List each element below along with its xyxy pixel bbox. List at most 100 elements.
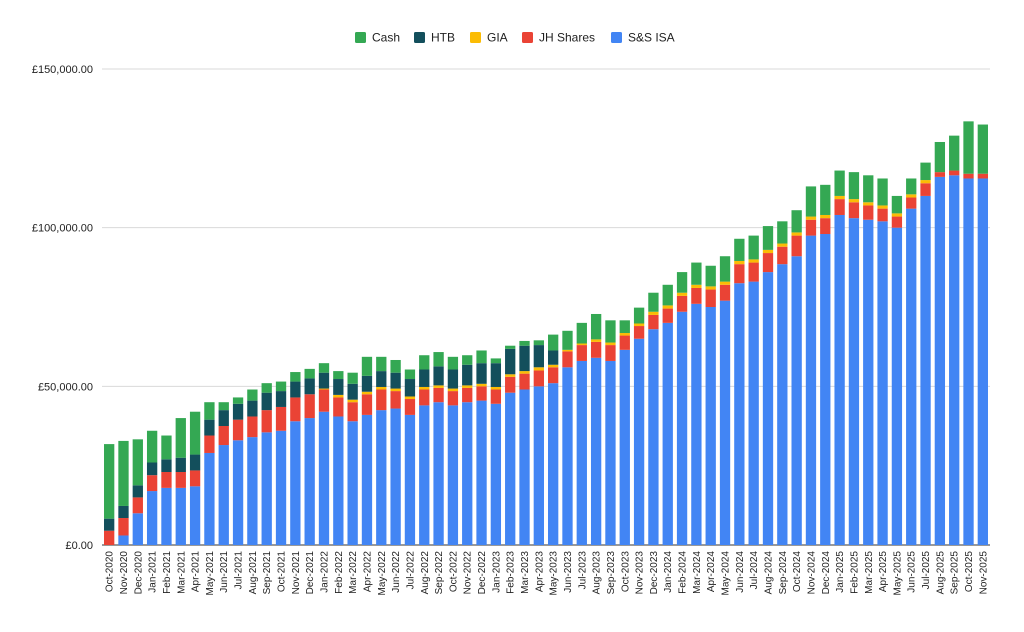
bar-segment [662, 305, 673, 309]
bar-segment [146, 475, 158, 492]
bar-segment [848, 218, 860, 545]
x-tick-label: Dec-2022 [477, 551, 488, 595]
bar-segment [805, 219, 817, 236]
bar-segment [633, 338, 645, 545]
bar-segment [462, 364, 473, 386]
bar-segment [462, 385, 473, 388]
bar-segment [805, 186, 817, 217]
bar-segment [777, 246, 788, 265]
bar-segment [719, 281, 731, 285]
bar-segment [691, 262, 702, 285]
bar-segment [906, 208, 917, 545]
bar-segment [175, 487, 186, 545]
legend-label: HTB [431, 31, 455, 45]
bar-segment [361, 414, 373, 545]
x-tick-label: Feb-2023 [506, 551, 517, 594]
bar-segment [863, 175, 874, 203]
x-tick-label: May-2023 [549, 551, 560, 596]
bar-segment [361, 391, 373, 395]
bar-segment [734, 264, 745, 284]
bar-segment [848, 202, 860, 219]
bar-segment [533, 367, 544, 371]
bar-segment [433, 387, 444, 403]
x-tick-label: Apr-2023 [534, 551, 545, 593]
x-tick-label: Jun-2021 [219, 551, 230, 593]
bar-segment [662, 322, 673, 545]
bar-segment [189, 411, 201, 455]
bar-segment [949, 170, 960, 176]
bar-segment [447, 391, 459, 406]
bar-segment [476, 400, 487, 545]
bar-segment [834, 214, 845, 545]
bar-segment [676, 295, 688, 312]
bar-segment [218, 426, 229, 446]
bar-segment [132, 513, 143, 545]
bar-segment [920, 162, 931, 181]
x-tick-label: Aug-2021 [248, 551, 259, 595]
x-tick-label: Sep-2023 [606, 551, 617, 595]
bar-segment [676, 311, 688, 545]
bar-segment [576, 345, 587, 361]
bar-segment [805, 235, 817, 545]
bar-segment [247, 416, 258, 438]
bar-segment [404, 379, 416, 397]
bar-segment [977, 173, 988, 179]
bar-segment [505, 392, 516, 545]
bar-segment [934, 172, 946, 177]
bar-segment [347, 399, 358, 403]
bar-segment [863, 205, 874, 220]
bar-segment [433, 385, 444, 388]
bar-segment [318, 389, 330, 412]
bar-segment [863, 219, 874, 546]
x-tick-label: Sep-2024 [778, 551, 789, 595]
bar-segment [548, 383, 559, 545]
bar-segment [505, 374, 516, 377]
x-tick-label: Mar-2024 [692, 551, 703, 594]
bar-segment [104, 530, 115, 545]
bar-segment [562, 349, 573, 352]
bar-segment [848, 199, 860, 203]
bar-segment [762, 253, 774, 273]
bar-segment [462, 402, 473, 545]
bar-segment [347, 421, 358, 545]
bar-segment [261, 383, 272, 393]
legend-swatch [470, 32, 481, 43]
bar-segment [705, 289, 716, 307]
bar-segment [906, 194, 917, 198]
bar-segment [906, 178, 917, 195]
bar-segment [791, 210, 802, 233]
bar-segment [361, 356, 373, 376]
bar-segment [361, 375, 373, 392]
x-tick-label: Dec-2021 [305, 551, 316, 595]
x-tick-label: Oct-2025 [964, 551, 975, 593]
bar-segment [762, 226, 774, 250]
bar-segment [161, 472, 172, 488]
bar-segment [691, 284, 702, 288]
bar-segment [834, 195, 845, 200]
bar-segment [376, 389, 387, 411]
bar-segment [590, 313, 602, 340]
bar-segment [419, 386, 430, 390]
bar-segment [118, 440, 129, 506]
bar-segment [419, 389, 430, 406]
bar-segment [963, 173, 974, 179]
bar-segment [132, 439, 143, 486]
bar-segment [820, 214, 831, 219]
bar-segment [104, 518, 115, 531]
y-tick-label: £0.00 [65, 540, 93, 552]
x-tick-label: Aug-2024 [764, 551, 775, 595]
x-tick-label: Apr-2024 [706, 551, 717, 593]
bar-segment [891, 195, 903, 214]
bar-segment [189, 454, 201, 471]
bar-segment [218, 445, 229, 545]
bar-segment [576, 360, 587, 545]
legend-label: JH Shares [539, 31, 595, 45]
bar-segment [777, 243, 788, 247]
bar-segment [662, 308, 673, 323]
bar-segment [820, 184, 831, 215]
bar-segment [261, 392, 272, 411]
bar-segment [777, 264, 788, 545]
x-tick-label: Feb-2021 [162, 551, 173, 594]
bar-segment [719, 284, 731, 301]
